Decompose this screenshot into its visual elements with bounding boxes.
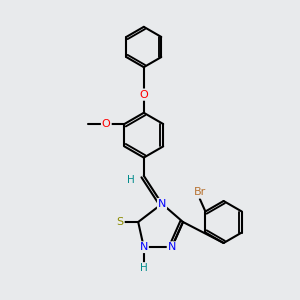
Text: H: H	[127, 175, 135, 185]
Text: O: O	[140, 90, 148, 100]
Text: O: O	[140, 90, 148, 100]
Text: H: H	[140, 263, 148, 273]
Text: O: O	[102, 119, 111, 129]
Text: S: S	[116, 217, 124, 227]
Text: Br: Br	[194, 188, 206, 197]
Text: Br: Br	[194, 188, 206, 197]
Text: N: N	[168, 242, 176, 252]
Text: N: N	[140, 242, 148, 252]
Text: H: H	[140, 263, 148, 273]
Text: S: S	[116, 217, 124, 227]
Text: H: H	[127, 175, 135, 185]
Text: O: O	[102, 119, 111, 129]
Text: N: N	[158, 199, 166, 209]
